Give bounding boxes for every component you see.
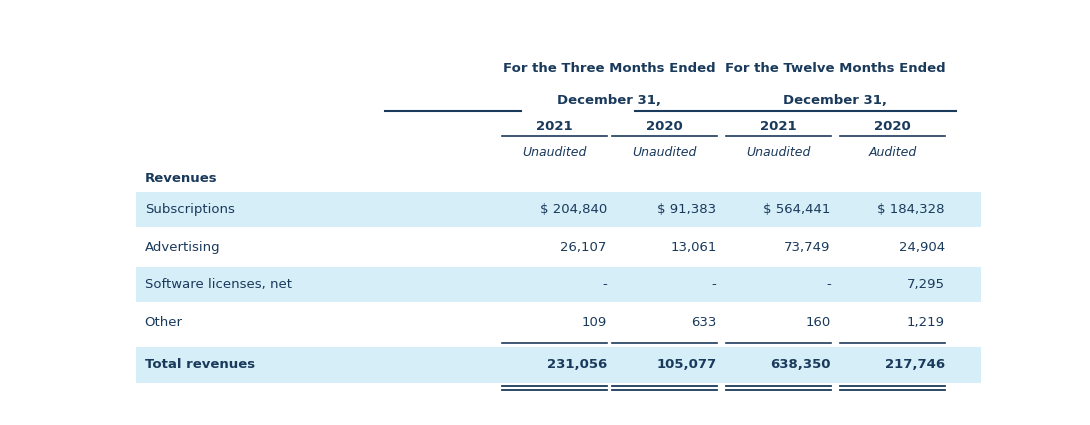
Text: Advertising: Advertising [145,241,220,254]
Bar [136,192,981,227]
Text: Audited: Audited [868,146,917,159]
Text: December 31,: December 31, [783,94,887,107]
Text: 2021: 2021 [536,120,572,133]
Text: 24,904: 24,904 [898,241,945,254]
Text: $ 564,441: $ 564,441 [763,203,831,216]
Text: 633: 633 [691,316,716,329]
Text: Unaudited: Unaudited [746,146,811,159]
Text: -: - [826,278,831,291]
Text: Unaudited: Unaudited [522,146,586,159]
Text: -: - [602,278,607,291]
Bar [136,347,981,382]
Text: 2020: 2020 [874,120,910,133]
Bar [136,267,981,302]
Text: 73,749: 73,749 [785,241,831,254]
Text: -: - [712,278,716,291]
Text: Unaudited: Unaudited [632,146,697,159]
Text: $ 184,328: $ 184,328 [877,203,945,216]
Text: Software licenses, net: Software licenses, net [145,278,292,291]
Text: 7,295: 7,295 [907,278,945,291]
Text: 1,219: 1,219 [907,316,945,329]
Text: For the Twelve Months Ended: For the Twelve Months Ended [725,62,945,76]
Text: Other: Other [145,316,183,329]
Text: For the Three Months Ended: For the Three Months Ended [502,62,716,76]
Text: 231,056: 231,056 [546,358,607,371]
Text: 2020: 2020 [646,120,682,133]
Text: 217,746: 217,746 [885,358,945,371]
Text: $ 204,840: $ 204,840 [540,203,607,216]
Text: 13,061: 13,061 [670,241,716,254]
Text: Subscriptions: Subscriptions [145,203,234,216]
Text: Total revenues: Total revenues [145,358,255,371]
Text: 109: 109 [582,316,607,329]
Text: 26,107: 26,107 [560,241,607,254]
Text: 638,350: 638,350 [771,358,831,371]
Text: $ 91,383: $ 91,383 [657,203,716,216]
Text: Revenues: Revenues [145,172,217,185]
Text: 105,077: 105,077 [656,358,716,371]
Text: 160: 160 [806,316,831,329]
Text: 2021: 2021 [760,120,797,133]
Text: December 31,: December 31, [557,94,662,107]
